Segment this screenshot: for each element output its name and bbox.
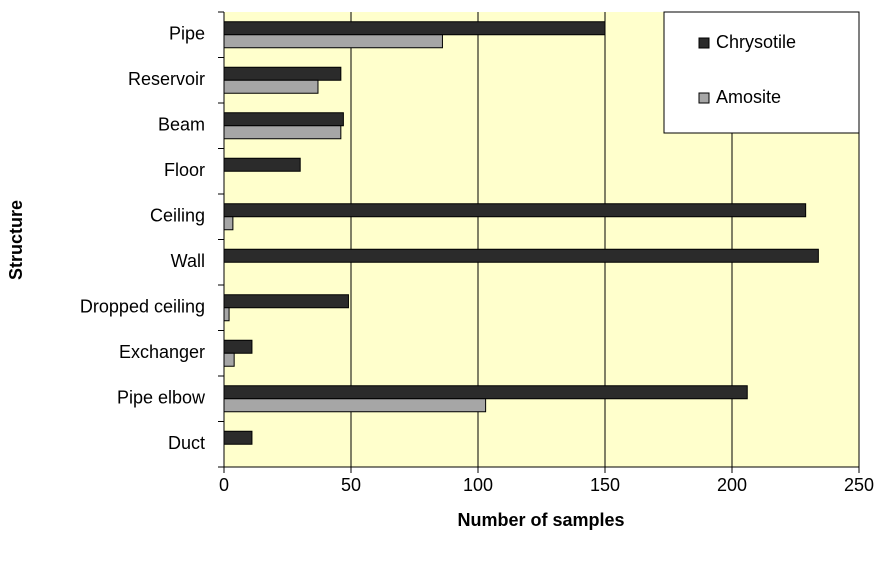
y-tick-label: Pipe — [169, 24, 205, 44]
bar — [223, 203, 807, 218]
bar — [223, 352, 235, 367]
y-tick-label: Ceiling — [150, 206, 205, 226]
y-tick-label: Reservoir — [128, 69, 205, 89]
bar — [223, 339, 253, 354]
bar — [223, 34, 443, 49]
y-tick-label: Pipe elbow — [117, 388, 206, 408]
bar — [223, 66, 342, 81]
bar — [223, 294, 349, 309]
y-axis-label: Structure — [6, 200, 26, 280]
y-tick-label: Beam — [158, 115, 205, 135]
legend-swatch — [698, 92, 710, 104]
bar — [223, 21, 606, 36]
x-tick-label: 100 — [463, 475, 493, 495]
bar — [223, 216, 234, 231]
legend-label: Chrysotile — [716, 32, 796, 52]
y-tick-label: Wall — [171, 251, 205, 271]
bar — [223, 307, 230, 322]
x-tick-label: 150 — [590, 475, 620, 495]
bar — [223, 385, 748, 400]
y-tick-label: Floor — [164, 160, 205, 180]
x-tick-label: 50 — [341, 475, 361, 495]
bar — [223, 430, 253, 445]
x-axis-label: Number of samples — [457, 510, 624, 530]
y-tick-label: Dropped ceiling — [80, 297, 205, 317]
bar — [223, 79, 319, 94]
bar — [223, 125, 342, 140]
x-tick-label: 250 — [844, 475, 874, 495]
bar — [223, 112, 344, 127]
y-tick-label: Exchanger — [119, 342, 205, 362]
bar — [223, 248, 819, 263]
bar — [223, 398, 487, 413]
legend-swatch — [698, 37, 710, 49]
bar — [223, 157, 301, 172]
legend-label: Amosite — [716, 87, 781, 107]
x-tick-label: 200 — [717, 475, 747, 495]
y-tick-label: Duct — [168, 433, 205, 453]
legend-box — [663, 11, 860, 134]
x-tick-label: 0 — [219, 475, 229, 495]
